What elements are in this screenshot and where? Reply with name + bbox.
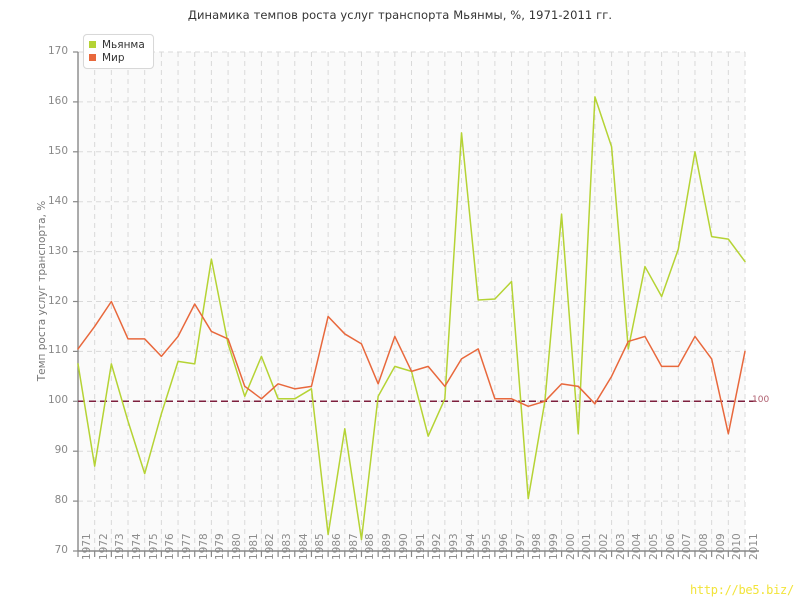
x-tick-label: 2004 <box>631 533 644 560</box>
x-tick-label: 2008 <box>697 533 710 560</box>
x-tick-label: 1991 <box>414 533 427 560</box>
x-tick-label: 2009 <box>714 533 727 560</box>
x-tick-label: 1981 <box>247 533 260 560</box>
x-tick-label: 1974 <box>131 533 144 560</box>
x-tick-label: 1997 <box>514 533 527 560</box>
y-tick-label: 80 <box>54 494 68 507</box>
x-tick-label: 2003 <box>614 533 627 560</box>
x-tick-label: 2011 <box>748 533 760 560</box>
series-line-world <box>77 300 746 435</box>
y-tick-label: 130 <box>47 244 68 257</box>
legend-item-label: Мьянма <box>102 38 145 51</box>
legend-item[interactable]: Мьянма <box>89 38 145 51</box>
watermark: http://be5.biz/ <box>690 583 794 597</box>
x-tick-label: 1979 <box>214 533 227 560</box>
x-tick-label: 1999 <box>547 533 560 560</box>
x-tick-label: 1995 <box>481 533 494 560</box>
x-tick-label: 1972 <box>97 533 110 560</box>
x-tick-label: 1980 <box>231 533 244 560</box>
x-tick-label: 1973 <box>114 533 127 560</box>
y-tick-label: 160 <box>47 94 68 107</box>
x-tick-label: 1994 <box>464 533 477 560</box>
y-tick-label: 100 <box>47 394 68 407</box>
reference-line-label: 100 <box>752 395 770 405</box>
x-tick-label: 1987 <box>347 533 360 560</box>
chart-title: Динамика темпов роста услуг транспорта М… <box>187 8 613 22</box>
x-tick-label: 1985 <box>314 533 327 560</box>
legend-item[interactable]: Мир <box>89 51 145 64</box>
legend-swatch-icon <box>89 41 96 48</box>
x-tick-label: 1971 <box>81 533 93 560</box>
x-tick-label: 1983 <box>281 533 294 560</box>
x-tick-label: 1990 <box>397 533 410 560</box>
legend-item-label: Мир <box>102 51 125 64</box>
x-tick-label: 2000 <box>564 533 577 560</box>
x-tick-label: 1984 <box>297 533 310 560</box>
y-tick-label: 170 <box>47 45 68 57</box>
x-tick-label: 1996 <box>497 533 510 560</box>
y-tick-label: 150 <box>47 144 68 157</box>
x-tick-label: 1975 <box>147 533 160 560</box>
y-tick-label: 90 <box>54 444 68 457</box>
x-tick-label: 1988 <box>364 533 377 560</box>
x-tick-label: 1982 <box>264 533 277 560</box>
legend-swatch-icon <box>89 54 96 61</box>
y-tick-label: 140 <box>47 194 68 207</box>
chart-legend: Мьянма Мир <box>83 34 154 69</box>
x-tick-label: 2001 <box>581 533 594 560</box>
y-axis-label: Темп роста услуг транспорта, % <box>36 200 48 382</box>
y-tick-label: 70 <box>54 544 68 556</box>
x-tick-label: 1992 <box>431 533 444 560</box>
x-tick-label: 1998 <box>531 533 544 560</box>
x-tick-label: 1989 <box>381 533 394 560</box>
x-tick-label: 2006 <box>664 533 677 560</box>
x-tick-label: 1993 <box>447 533 460 560</box>
y-tick-label: 120 <box>47 294 68 307</box>
x-tick-label: 2005 <box>647 533 660 560</box>
y-tick-label: 110 <box>47 344 68 357</box>
x-tick-label: 1978 <box>197 533 210 560</box>
x-tick-label: 1986 <box>331 533 344 560</box>
x-tick-label: 2007 <box>681 533 694 560</box>
x-tick-label: 2010 <box>731 533 744 560</box>
x-tick-label: 1977 <box>181 533 194 560</box>
x-tick-label: 1976 <box>164 533 177 560</box>
x-tick-label: 2002 <box>597 533 610 560</box>
